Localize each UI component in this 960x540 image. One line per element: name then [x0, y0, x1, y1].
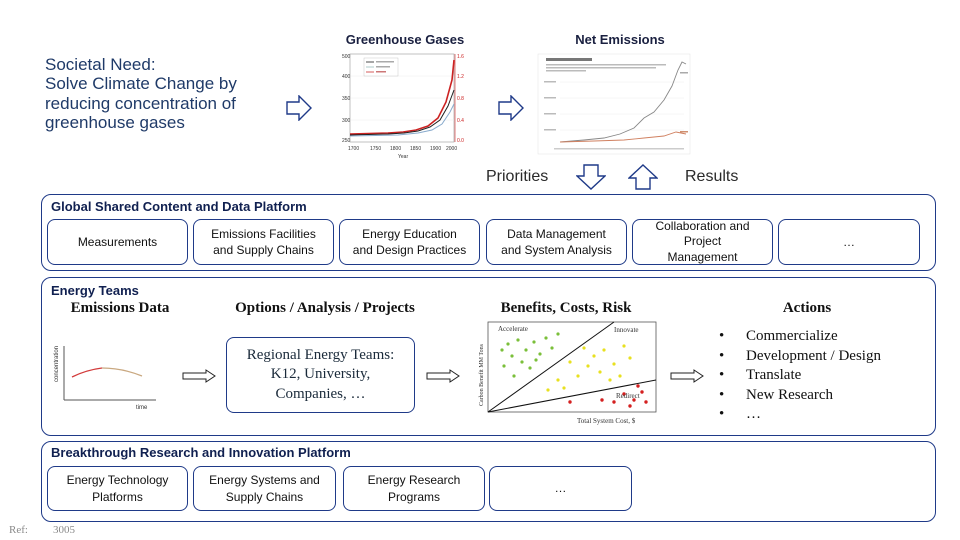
item-line: Measurements	[77, 234, 158, 249]
research-platform-title: Breakthrough Research and Innovation Pla…	[51, 445, 351, 460]
ref-value: 3005	[53, 524, 75, 536]
svg-text:1800: 1800	[390, 146, 401, 152]
region-innovate-label: Innovate	[614, 326, 639, 334]
down-arrow-icon	[576, 164, 606, 190]
platform-item-measurements[interactable]: Measurements	[47, 219, 188, 265]
actions-list: Commercialize Development / Design Trans…	[716, 327, 881, 425]
svg-text:1700: 1700	[348, 146, 359, 152]
net-emissions-chart	[537, 53, 691, 155]
platform-item-collaboration[interactable]: Collaboration and Project Management	[632, 219, 773, 265]
item-line: Emissions Facilities	[211, 226, 316, 241]
benefits-scatter-chart: Accelerate Innovate Redirect Carbon Bene…	[478, 321, 657, 425]
item-line: and System Analysis	[501, 243, 612, 257]
item-line: Programs	[387, 489, 440, 504]
item-line: …	[554, 481, 567, 496]
svg-text:1850: 1850	[410, 146, 421, 152]
platform-item-more[interactable]: …	[778, 219, 920, 265]
global-platform-title: Global Shared Content and Data Platform	[51, 199, 307, 214]
energy-teams-title: Energy Teams	[51, 283, 139, 298]
svg-text:0.8: 0.8	[457, 96, 464, 102]
research-platform-panel: Breakthrough Research and Innovation Pla…	[41, 441, 936, 522]
svg-text:1900: 1900	[430, 146, 441, 152]
item-line: Platforms	[92, 489, 143, 504]
svg-text:0.0: 0.0	[457, 138, 464, 144]
svg-text:1750: 1750	[370, 146, 381, 152]
priorities-label: Priorities	[486, 168, 549, 185]
svg-text:250: 250	[342, 138, 351, 144]
teams-line-2: K12, University,	[270, 366, 371, 383]
platform-item-data-management[interactable]: Data Management and System Analysis	[486, 219, 627, 265]
teams-line-1: Regional Energy Teams:	[246, 346, 395, 363]
emissions-mini-chart: concentration time	[54, 346, 156, 411]
right-arrow-icon	[286, 95, 312, 121]
item-line: Energy Systems and	[209, 473, 320, 488]
item-line: Supply Chains	[225, 489, 304, 504]
need-line-4: greenhouse gases	[45, 113, 185, 133]
action-item[interactable]: …	[716, 405, 881, 425]
benefits-costs-risk-heading: Benefits, Costs, Risk	[500, 300, 632, 316]
item-line: Collaboration and	[655, 218, 750, 233]
actions-heading: Actions	[782, 300, 832, 316]
regional-teams-box[interactable]: Regional Energy Teams: K12, University, …	[226, 337, 415, 413]
results-label: Results	[685, 168, 739, 185]
research-item-more[interactable]: …	[489, 466, 632, 511]
item-line: Management	[667, 249, 738, 264]
region-redirect-label: Redirect	[616, 392, 640, 400]
svg-text:500: 500	[342, 54, 351, 60]
research-item-energy-systems[interactable]: Energy Systems and Supply Chains	[193, 466, 336, 511]
mini-chart-xlabel: time	[136, 405, 148, 411]
item-line: Energy Research	[367, 473, 461, 488]
platform-item-energy-education[interactable]: Energy Education and Design Practices	[339, 219, 480, 265]
item-line: …	[843, 234, 855, 249]
svg-text:1.6: 1.6	[457, 54, 464, 60]
item-line: Energy Technology	[66, 473, 169, 488]
need-line-1: Societal Need:	[45, 55, 156, 74]
action-item[interactable]: Development / Design	[716, 347, 881, 367]
item-line: Project	[683, 234, 722, 249]
greenhouse-gases-title: Greenhouse Gases	[345, 32, 465, 47]
action-item[interactable]: New Research	[716, 386, 881, 406]
item-line: and Design Practices	[352, 243, 467, 257]
greenhouse-gases-chart: 500 400 350 300 250 1700 1750 1800 1850 1900 2000…	[342, 53, 464, 160]
options-analysis-heading: Options / Analysis / Projects	[235, 300, 415, 316]
action-item[interactable]: Translate	[716, 366, 881, 386]
right-arrow-icon	[670, 369, 704, 383]
up-arrow-icon	[628, 164, 658, 190]
svg-text:350: 350	[342, 96, 351, 102]
net-emissions-title: Net Emissions	[575, 32, 665, 47]
svg-text:400: 400	[342, 74, 351, 80]
emissions-data-heading: Emissions Data	[70, 300, 170, 316]
teams-line-3: Companies, …	[275, 385, 366, 402]
right-arrow-icon	[498, 95, 524, 121]
item-line: Data Management	[507, 226, 606, 241]
need-line-3: reducing concentration of	[45, 93, 236, 113]
item-line: and Supply Chains	[213, 243, 314, 257]
need-line-2: Solve Climate Change by	[45, 74, 237, 94]
svg-text:Year: Year	[398, 154, 408, 160]
societal-need-text: Societal Need: Solve Climate Change by r…	[45, 55, 237, 133]
research-item-energy-research[interactable]: Energy Research Programs	[343, 466, 485, 511]
scatter-ylabel: Carbon Benefit MM Tons	[478, 343, 485, 406]
region-accelerate-label: Accelerate	[498, 325, 528, 333]
item-line: Energy Education	[362, 226, 457, 241]
svg-text:1.2: 1.2	[457, 74, 464, 80]
right-arrow-icon	[426, 369, 460, 383]
ref-label: Ref:	[9, 524, 28, 536]
right-arrow-icon	[182, 369, 216, 383]
svg-text:300: 300	[342, 118, 351, 124]
svg-text:0.4: 0.4	[457, 118, 464, 124]
platform-item-emissions-facilities[interactable]: Emissions Facilities and Supply Chains	[193, 219, 334, 265]
mini-chart-ylabel: concentration	[54, 346, 60, 382]
svg-text:2000: 2000	[446, 146, 457, 152]
action-item[interactable]: Commercialize	[716, 327, 881, 347]
scatter-xlabel: Total System Cost, $	[577, 417, 636, 425]
research-item-energy-technology[interactable]: Energy Technology Platforms	[47, 466, 188, 511]
